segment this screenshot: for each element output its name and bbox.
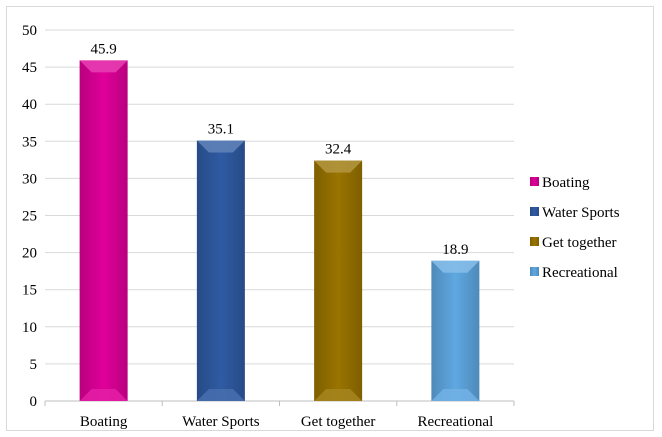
y-tick-label: 30 — [22, 171, 37, 187]
bar-bottom-bevel — [431, 389, 480, 401]
bar-boating — [79, 60, 128, 402]
bar-body — [79, 60, 128, 402]
bar-bottom-bevel — [314, 389, 363, 401]
data-label: 32.4 — [325, 142, 352, 158]
legend-swatch — [530, 267, 539, 276]
bar-body — [196, 140, 245, 402]
x-category-label: Water Sports — [182, 414, 260, 430]
bars — [79, 60, 480, 402]
legend-item: Recreational — [530, 265, 618, 281]
legend-item: Boating — [530, 175, 590, 191]
bar-bottom-bevel — [79, 389, 128, 401]
legend-label: Boating — [542, 175, 590, 191]
bar-water-sports — [196, 140, 245, 402]
y-tick-label: 35 — [22, 134, 37, 150]
legend: Boating Water Sports Get together Recreatio… — [530, 175, 620, 281]
bar-bottom-bevel — [196, 389, 245, 401]
legend-label: Water Sports — [542, 205, 620, 221]
data-label: 45.9 — [91, 41, 117, 57]
legend-item: Get together — [530, 235, 617, 251]
y-tick-label: 25 — [22, 209, 37, 225]
x-category-label: Recreational — [417, 414, 493, 430]
legend-swatch — [530, 207, 539, 216]
bar-top-bevel — [79, 60, 128, 73]
y-tick-label: 0 — [30, 394, 38, 410]
y-tick-label: 50 — [22, 23, 37, 39]
legend-item: Water Sports — [530, 205, 620, 221]
legend-swatch — [530, 177, 539, 186]
data-label: 35.1 — [208, 122, 234, 138]
legend-label: Recreational — [542, 265, 618, 281]
y-tick-label: 10 — [22, 320, 37, 336]
bar-top-bevel — [196, 140, 245, 153]
bar-top-bevel — [431, 260, 480, 273]
legend-swatch — [530, 237, 539, 246]
bar-recreational — [431, 260, 480, 401]
data-label: 18.9 — [442, 242, 468, 258]
bar-top-bevel — [314, 160, 363, 173]
data-labels: 45.9 35.1 32.4 18.9 — [91, 41, 469, 257]
y-tick-label: 20 — [22, 246, 37, 262]
y-tick-label: 45 — [22, 60, 37, 76]
bar-body — [431, 260, 480, 401]
bar-body — [314, 160, 363, 401]
y-tick-label: 40 — [22, 97, 37, 113]
x-category-label: Boating — [80, 414, 128, 430]
bar-get-together — [314, 160, 363, 401]
legend-label: Get together — [542, 235, 617, 251]
y-tick-label: 15 — [22, 283, 37, 299]
y-tick-label: 5 — [30, 357, 38, 373]
x-category-label: Get together — [301, 414, 376, 430]
